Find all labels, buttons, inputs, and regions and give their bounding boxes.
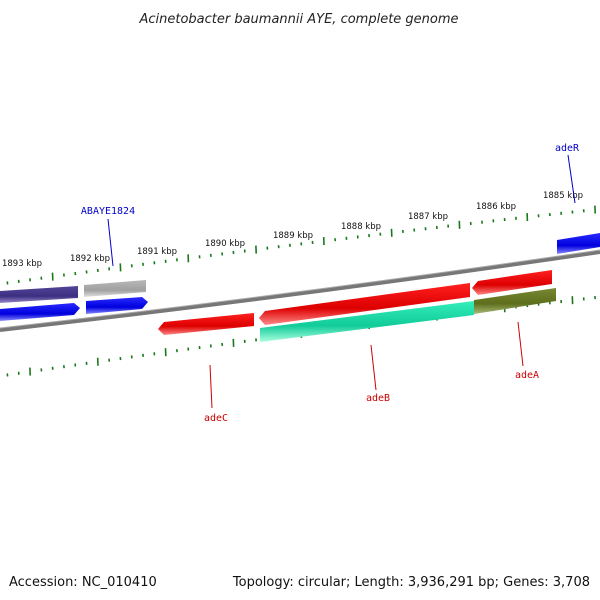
tick-label-1888: 1888 kbp xyxy=(341,222,381,232)
tick-label-1886: 1886 kbp xyxy=(476,202,516,212)
leader-adeb xyxy=(370,344,377,391)
backbone-highlight xyxy=(0,249,600,329)
tick-label-1885: 1885 kbp xyxy=(543,191,583,201)
tick-label-1891: 1891 kbp xyxy=(137,247,177,257)
gene-label-adea[interactable]: adeA xyxy=(515,370,539,381)
feature-blue-left[interactable] xyxy=(0,303,80,321)
gene-labels: ABAYE1824 adeR adeC adeB adeA xyxy=(81,143,580,424)
forward-strand-features xyxy=(0,233,600,321)
tick-labels: 1893 kbp 1892 kbp 1891 kbp 1890 kbp 1889… xyxy=(2,191,583,269)
gene-leader-lines xyxy=(107,154,576,409)
tick-label-1892: 1892 kbp xyxy=(70,254,110,264)
feature-adec[interactable] xyxy=(158,313,254,335)
tick-label-1887: 1887 kbp xyxy=(408,212,448,222)
gene-label-adeb[interactable]: adeB xyxy=(366,393,390,404)
tick-label-1893: 1893 kbp xyxy=(2,259,42,269)
outer-tick-ring xyxy=(6,205,596,285)
genome-summary-text: Topology: circular; Length: 3,936,291 bp… xyxy=(232,575,590,590)
leader-ader xyxy=(567,154,576,204)
feature-ader[interactable] xyxy=(557,233,600,254)
tick-label-1889: 1889 kbp xyxy=(273,231,313,241)
tick-label-1890: 1890 kbp xyxy=(205,239,245,249)
feature-blue-mid[interactable] xyxy=(86,297,148,314)
feature-adea-cds[interactable] xyxy=(474,288,556,314)
leader-adea xyxy=(517,321,524,367)
feature-adea[interactable] xyxy=(472,270,552,295)
genome-backbone xyxy=(0,250,600,332)
leader-abaye1824 xyxy=(107,218,114,267)
map-title: Acinetobacter baumannii AYE, complete ge… xyxy=(138,12,458,27)
leader-adec xyxy=(209,364,213,409)
accession-text: Accession: NC_010410 xyxy=(9,575,157,590)
feature-adeb-cds[interactable] xyxy=(260,301,474,342)
gene-label-adec[interactable]: adeC xyxy=(204,413,228,424)
feature-abaye1824[interactable] xyxy=(84,280,146,297)
gene-label-abaye1824[interactable]: ABAYE1824 xyxy=(81,206,135,217)
reverse-strand-features xyxy=(158,270,556,342)
feature-adeb[interactable] xyxy=(259,283,470,325)
gene-label-ader[interactable]: adeR xyxy=(555,143,580,154)
feature-dark-left[interactable] xyxy=(0,286,78,303)
